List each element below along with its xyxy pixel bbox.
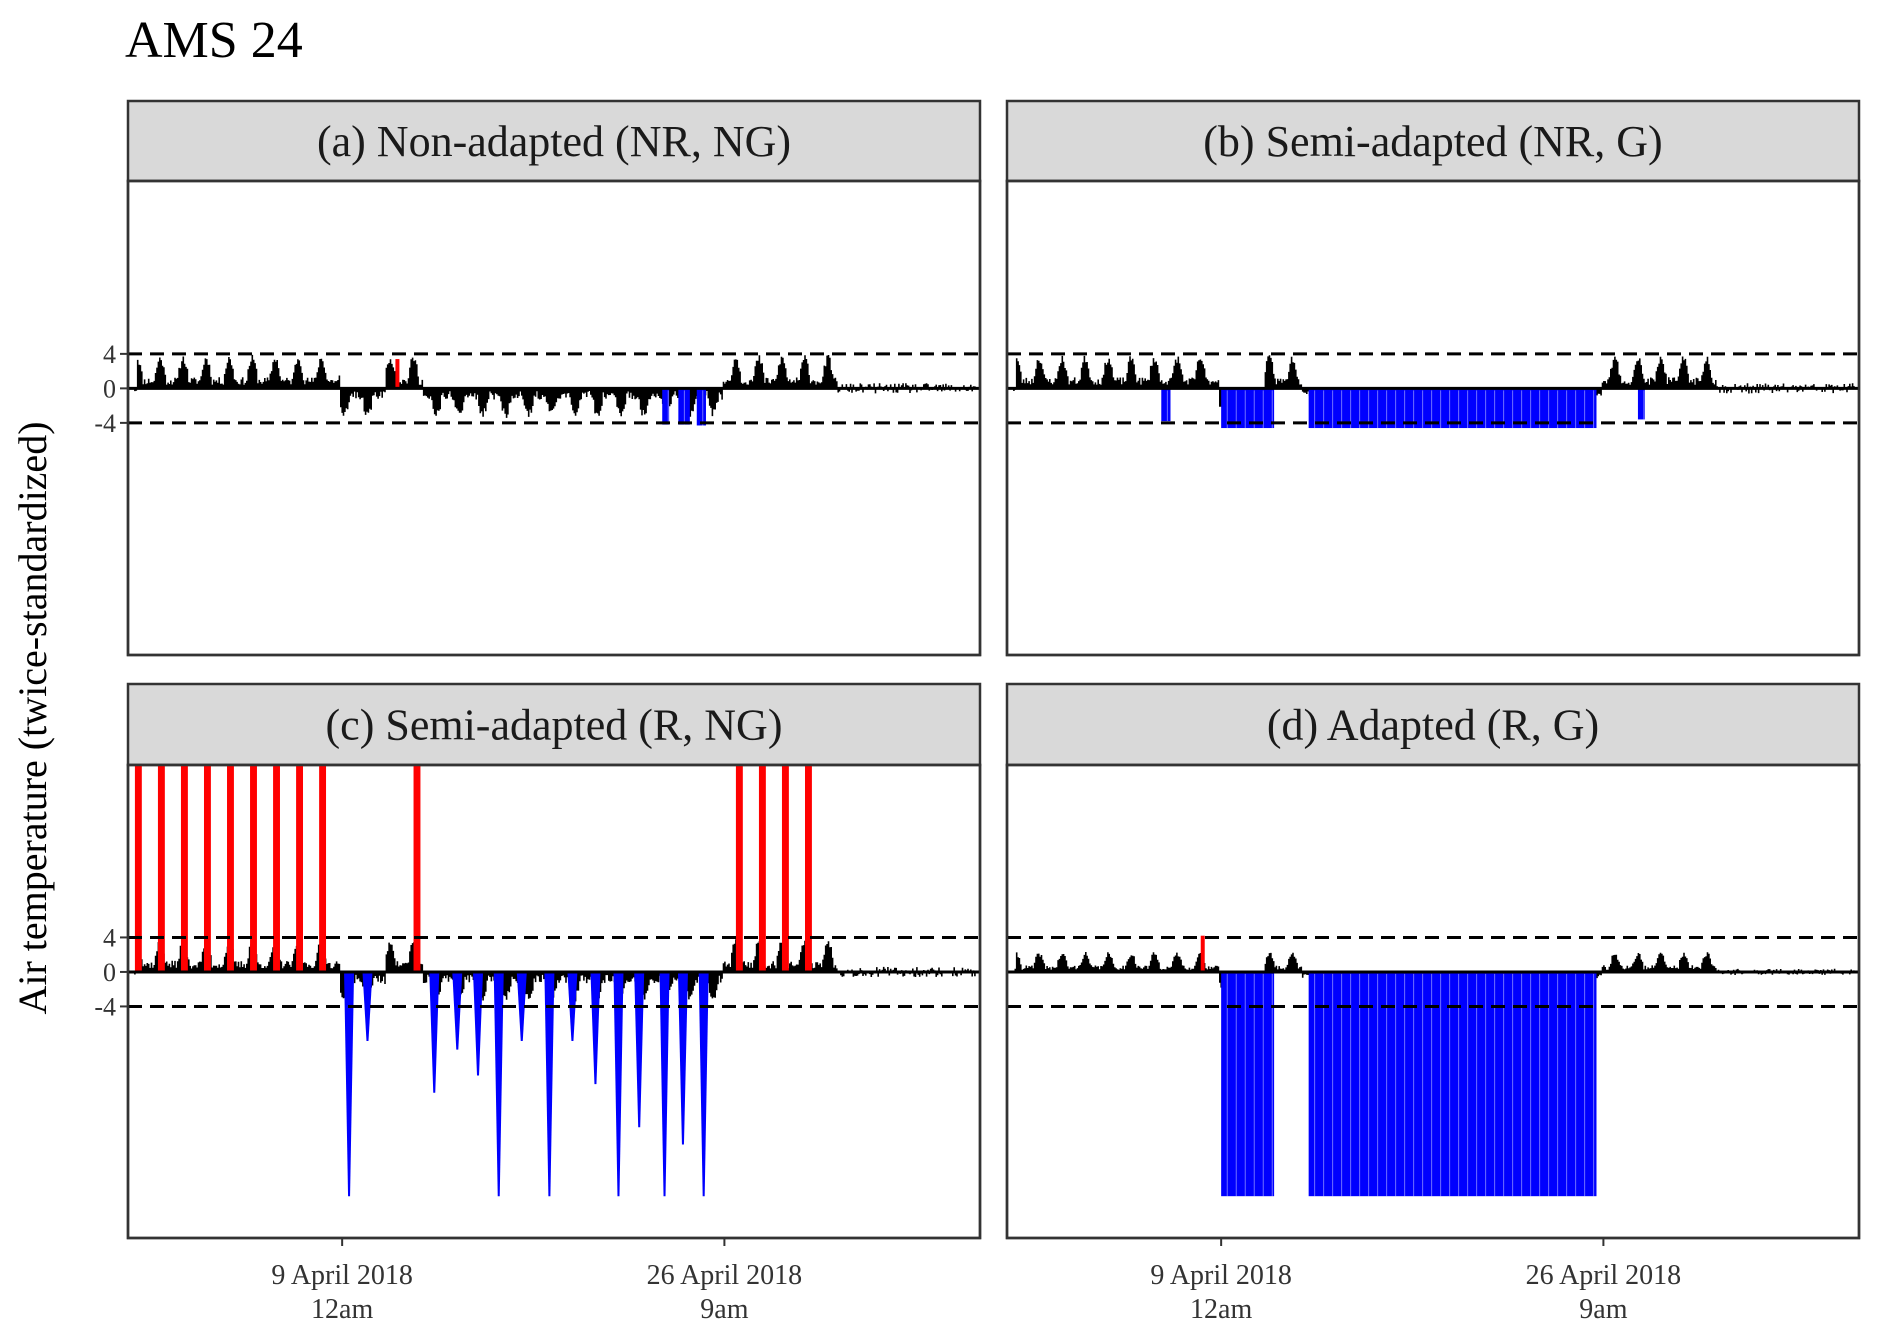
chart-title: AMS 24 (125, 12, 303, 69)
x-axis-tick-label-time: 12am (1190, 1294, 1252, 1325)
low-exceedance-spike (634, 971, 645, 1128)
low-exceedance-spike (493, 971, 504, 1197)
high-exceedance-bar (296, 766, 304, 972)
y-axis-tick-label: 0 (103, 374, 116, 403)
panel-marks (1013, 935, 1855, 1197)
low-exceedance-block (1221, 971, 1275, 1197)
panels-layer: (a) Non-adapted (NR, NG) 4 0 -4 (b) Semi-ada… (94, 99, 1861, 1325)
low-exceedance-spike (429, 971, 440, 1093)
high-exceedance-bar (758, 766, 766, 972)
low-exceedance-block (1637, 388, 1645, 420)
high-exceedance-bar (804, 766, 812, 972)
low-exceedance-block (1161, 388, 1171, 422)
high-exceedance-bar (157, 766, 165, 972)
panel-border (126, 179, 982, 657)
x-axis-tick-label: 9 April 2018 (1150, 1260, 1292, 1291)
low-exceedance-spike (452, 971, 463, 1050)
high-exceedance-bar (250, 766, 257, 972)
facet-panel: (a) Non-adapted (NR, NG) 4 0 -4 (94, 99, 982, 657)
x-axis-tick-label-time: 9am (700, 1294, 748, 1325)
panel-border (1005, 179, 1861, 657)
high-exceedance-spike (395, 359, 400, 389)
panel-border (1005, 763, 1861, 1240)
x-axis-tick-label: 9 April 2018 (271, 1260, 413, 1291)
low-exceedance-spike (659, 971, 670, 1197)
low-exceedance-spike (613, 971, 624, 1197)
high-exceedance-bar (203, 766, 211, 972)
facet-panel: (c) Semi-adapted (R, NG) 4 0 -4 9 April 2018… (94, 682, 982, 1325)
low-exceedance-spike (698, 971, 709, 1197)
x-axis-tick-label: 26 April 2018 (647, 1260, 803, 1291)
low-exceedance-texture (1226, 973, 1273, 1197)
low-exceedance-spike (362, 971, 373, 1041)
high-exceedance-bar (319, 766, 327, 972)
high-exceedance-bar (227, 766, 234, 972)
low-exceedance-block (662, 388, 670, 425)
facet-panel: (b) Semi-adapted (NR, G) (1005, 99, 1861, 657)
facet-strip (1005, 99, 1861, 183)
high-exceedance-bar (134, 766, 142, 972)
y-axis-tick-label: 4 (103, 923, 116, 952)
y-axis-tick-label: -4 (94, 409, 116, 438)
low-exceedance-texture (1226, 390, 1273, 429)
high-exceedance-bar (180, 766, 188, 972)
low-exceedance-spike (516, 971, 527, 1041)
low-exceedance-spike (677, 971, 688, 1145)
facet-strip-label: (a) Non-adapted (NR, NG) (317, 117, 791, 166)
high-exceedance-bar (273, 766, 280, 972)
x-axis-tick-label-time: 12am (311, 1294, 373, 1325)
low-exceedance-spike (473, 971, 484, 1076)
facet-strip (126, 99, 982, 183)
low-exceedance-texture (1314, 973, 1595, 1197)
low-exceedance-spike (590, 971, 601, 1085)
y-axis-tick-label: 4 (103, 340, 116, 369)
low-exceedance-spike (344, 971, 355, 1197)
high-exceedance-bar (735, 766, 743, 972)
low-exceedance-texture (1314, 390, 1595, 429)
high-exceedance-bar (413, 766, 421, 972)
x-axis-tick-label-time: 9am (1579, 1294, 1627, 1325)
y-axis-tick-label: -4 (94, 992, 116, 1021)
y-axis-title: Air temperature (twice-standardized) (10, 421, 55, 1014)
y-axis-tick-label: 0 (103, 958, 116, 987)
x-axis-tick-label: 26 April 2018 (1526, 1260, 1682, 1291)
low-exceedance-spike (544, 971, 555, 1197)
high-exceedance-spike (1200, 935, 1205, 972)
high-exceedance-bar (781, 766, 789, 972)
low-exceedance-block (696, 388, 706, 426)
facet-strip-label: (d) Adapted (R, G) (1267, 701, 1599, 750)
panel-border (126, 763, 982, 1240)
facet-strip-label: (b) Semi-adapted (NR, G) (1203, 117, 1662, 166)
panel-background (126, 763, 982, 1240)
panel-background (126, 179, 982, 657)
facet-strip (126, 682, 982, 767)
facet-strip-label: (c) Semi-adapted (R, NG) (326, 701, 783, 750)
